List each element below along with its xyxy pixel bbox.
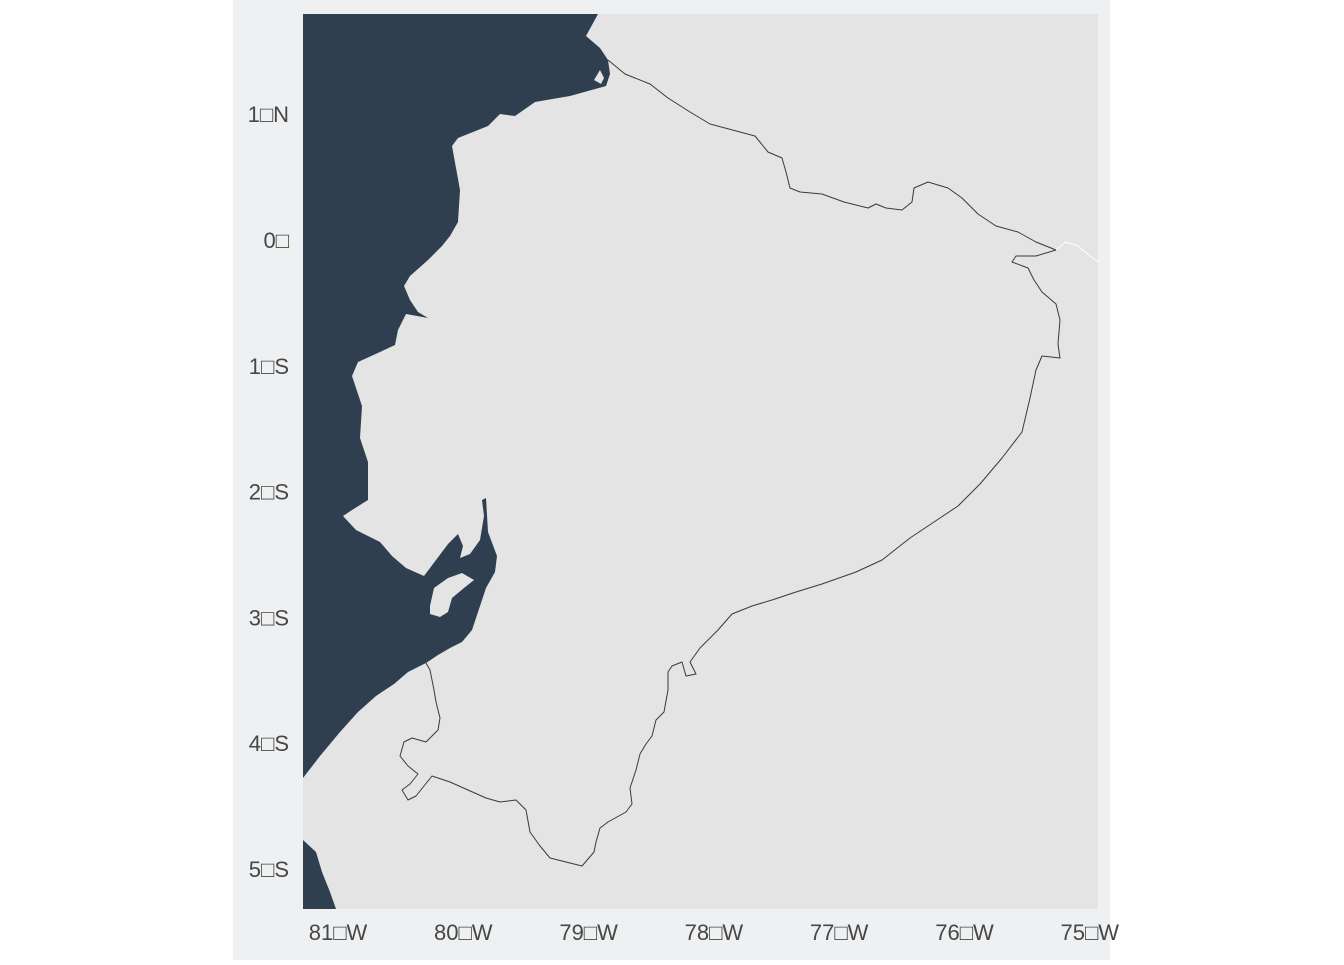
- ecuador-border: [399, 59, 1061, 867]
- longitude-tick-label: 77□W: [810, 920, 869, 945]
- latitude-tick-label: 3□S: [249, 605, 289, 630]
- latitude-tick-labels: 1□N 0□ 1□S 2□S 3□S 4□S 5□S: [248, 102, 289, 882]
- longitude-tick-label: 78□W: [685, 920, 744, 945]
- latitude-tick-label: 2□S: [249, 480, 289, 505]
- longitude-tick-label: 75□W: [1061, 920, 1120, 945]
- longitude-tick-label: 79□W: [559, 920, 618, 945]
- latitude-tick-label: 5□S: [249, 857, 289, 882]
- longitude-tick-label: 81□W: [309, 920, 368, 945]
- longitude-tick-labels: 81□W 80□W 79□W 78□W 77□W 76□W 75□W: [309, 920, 1120, 945]
- latitude-tick-label: 1□N: [248, 102, 289, 127]
- longitude-tick-label: 76□W: [935, 920, 994, 945]
- puna-island: [430, 573, 474, 617]
- latitude-tick-label: 0□: [263, 228, 289, 253]
- latitude-tick-label: 1□S: [249, 354, 289, 379]
- pacific-ocean-south: [303, 840, 336, 909]
- latitude-tick-label: 4□S: [249, 731, 289, 756]
- plot-area: [303, 14, 1098, 909]
- northern-islet: [594, 70, 604, 84]
- pacific-ocean: [303, 14, 610, 778]
- longitude-tick-label: 80□W: [434, 920, 493, 945]
- colombia-peru-border: [1055, 241, 1098, 263]
